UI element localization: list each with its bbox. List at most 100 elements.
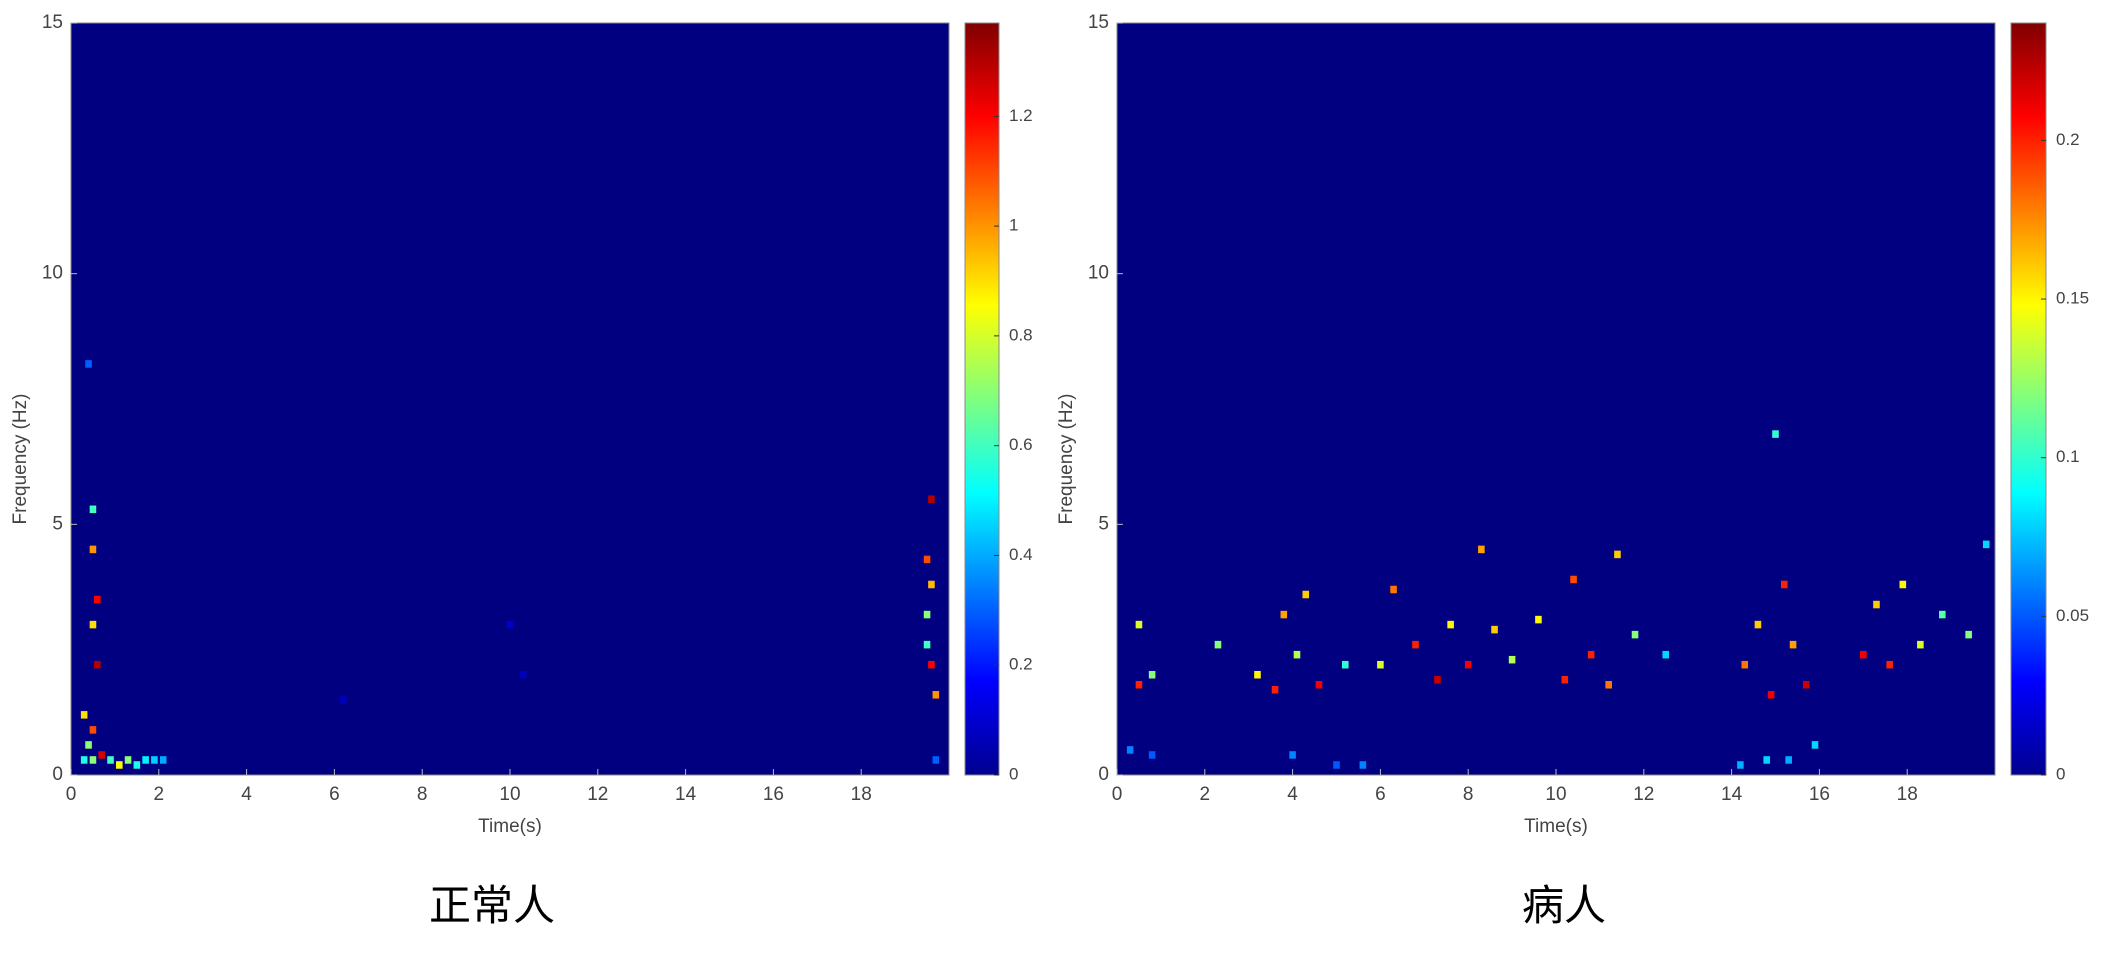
x-axis-label: Time(s)	[1524, 816, 1588, 837]
y-tick-label: 0	[52, 764, 63, 785]
x-axis-label: Time(s)	[478, 816, 542, 837]
caption: 病人	[1522, 881, 1606, 930]
x-tick-label: 12	[1633, 784, 1654, 805]
cell	[1785, 756, 1792, 764]
x-tick-label: 16	[1809, 784, 1830, 805]
cell	[1148, 670, 1156, 679]
cell	[928, 660, 935, 669]
cell	[1605, 681, 1612, 689]
cell	[107, 756, 114, 764]
cell	[519, 670, 527, 679]
cell	[89, 545, 97, 554]
cell	[1860, 650, 1867, 659]
plot-background	[1117, 23, 1995, 775]
x-tick-label: 18	[851, 784, 872, 805]
cell	[1293, 650, 1301, 659]
y-tick-label: 5	[52, 513, 63, 534]
cell	[1587, 650, 1595, 659]
cell	[85, 741, 92, 749]
plot-background	[71, 23, 949, 775]
cell	[1899, 580, 1907, 589]
cell	[1341, 660, 1349, 669]
cell	[1302, 590, 1310, 599]
x-tick-label: 0	[1112, 784, 1123, 805]
cell	[1377, 660, 1384, 669]
cell	[1447, 620, 1454, 629]
cell	[1214, 640, 1222, 649]
cell	[1289, 751, 1296, 759]
colorbar-tick-label: 0.2	[2056, 130, 2080, 149]
x-tick-label: 4	[1287, 784, 1298, 805]
y-axis-label: Frequency (Hz)	[10, 394, 31, 525]
caption: 正常人	[429, 881, 555, 930]
x-tick-label: 0	[66, 784, 77, 805]
x-tick-label: 16	[763, 784, 784, 805]
colorbar-tick-label: 0	[2056, 764, 2065, 783]
cell	[1741, 660, 1749, 669]
cell	[115, 761, 123, 769]
cell	[89, 726, 97, 734]
cell	[1917, 640, 1924, 649]
colorbar-tick-label: 0	[1009, 764, 1018, 783]
cell	[1561, 675, 1569, 684]
x-tick-label: 6	[329, 784, 340, 805]
x-tick-label: 14	[1721, 784, 1743, 805]
cell	[1939, 610, 1946, 619]
cell	[1965, 630, 1972, 639]
cell	[1535, 615, 1542, 624]
colorbar-tick-label: 0.15	[2056, 289, 2089, 308]
cell	[1802, 681, 1810, 689]
y-tick-label: 15	[42, 12, 63, 33]
cell	[89, 505, 97, 514]
y-tick-label: 10	[42, 263, 63, 284]
cell	[85, 360, 92, 368]
cell	[98, 751, 106, 759]
y-tick-label: 15	[1088, 12, 1109, 33]
x-tick-label: 4	[241, 784, 252, 805]
cell	[1390, 585, 1397, 594]
cell	[1811, 741, 1819, 749]
y-tick-label: 10	[1088, 263, 1109, 284]
x-tick-label: 10	[1545, 784, 1566, 805]
cell	[159, 756, 167, 764]
cell	[1359, 761, 1367, 769]
cell	[923, 640, 931, 649]
cell	[1789, 640, 1797, 649]
cell	[89, 756, 97, 764]
colorbar-tick-label: 0.4	[1009, 545, 1033, 564]
cell	[932, 756, 940, 764]
cell	[1886, 660, 1893, 669]
cell	[94, 660, 101, 669]
cell	[932, 691, 940, 699]
colorbar-tick-label: 1.2	[1009, 106, 1033, 125]
cell	[89, 620, 97, 629]
x-tick-label: 6	[1375, 784, 1386, 805]
cell	[80, 711, 88, 719]
x-tick-label: 18	[1897, 784, 1918, 805]
cell	[1780, 580, 1788, 589]
cell	[339, 696, 347, 704]
cell	[506, 620, 514, 629]
y-axis-label: Frequency (Hz)	[1056, 394, 1077, 525]
cell	[133, 761, 141, 769]
cell	[1135, 620, 1143, 629]
cell	[1491, 625, 1498, 634]
y-tick-label: 5	[1098, 513, 1109, 534]
cell	[928, 580, 935, 589]
x-tick-label: 8	[417, 784, 428, 805]
cell	[1508, 655, 1516, 664]
cell	[1315, 681, 1323, 689]
y-tick-label: 0	[1098, 764, 1109, 785]
cell	[142, 756, 149, 764]
cell	[1434, 675, 1441, 684]
x-tick-label: 10	[499, 784, 520, 805]
cell	[1767, 691, 1775, 699]
colorbar	[964, 22, 1000, 776]
cell	[1737, 761, 1744, 769]
cell	[1135, 681, 1143, 689]
cell	[1754, 620, 1762, 629]
cell	[1982, 540, 1990, 549]
x-tick-label: 8	[1463, 784, 1474, 805]
cell	[151, 756, 158, 764]
